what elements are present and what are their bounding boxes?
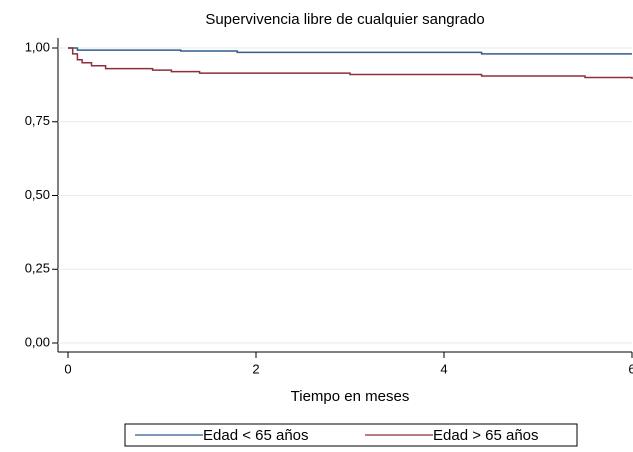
chart-title: Supervivencia libre de cualquier sangrad…: [205, 11, 484, 28]
x-tick-label: 0: [64, 361, 71, 376]
x-tick-label: 4: [440, 361, 447, 376]
legend-box: [124, 423, 578, 447]
survival-line: [68, 47, 633, 79]
legend-label: Edad < 65 años: [203, 427, 309, 444]
x-tick-label: 6: [628, 361, 633, 376]
x-tick-label: 2: [252, 361, 259, 376]
y-tick-label: 0,50: [25, 187, 50, 202]
y-tick-label: 1,00: [25, 39, 50, 54]
y-tick-label: 0,75: [25, 113, 50, 128]
legend-label: Edad > 65 años: [433, 427, 539, 444]
y-tick-label: 0,25: [25, 261, 50, 276]
x-axis-label: Tiempo en meses: [291, 388, 410, 405]
survival-line: [68, 47, 632, 55]
y-tick-label: 0,00: [25, 334, 50, 349]
